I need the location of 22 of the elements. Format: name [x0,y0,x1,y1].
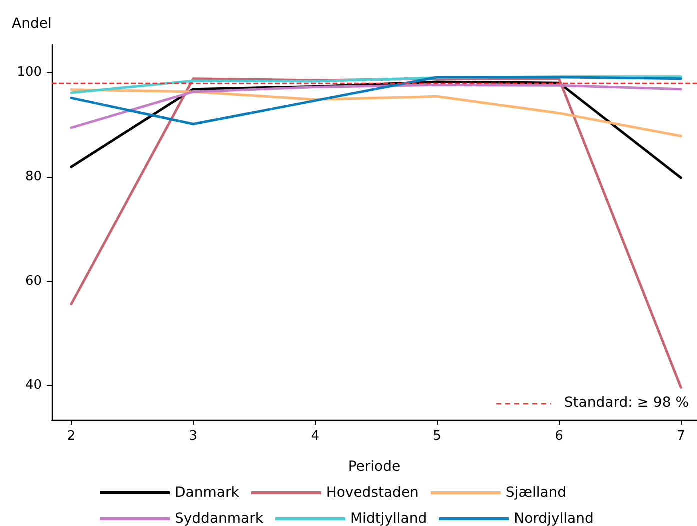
x-tick-label: 2 [67,429,76,444]
y-axis-title: Andel [12,16,52,32]
legend-label: Syddanmark [175,511,264,526]
y-tick-label: 100 [17,65,42,80]
x-tick-label: 5 [433,429,442,444]
line-series [70,76,682,126]
legend-label: Midtjylland [350,511,428,526]
line-series [70,88,682,138]
y-tick-label: 40 [25,378,42,394]
legend-label: Nordjylland [514,511,594,526]
x-tick-label: 4 [311,429,320,444]
x-axis-title: Periode [348,459,401,475]
x-tick-label: 3 [189,429,198,444]
x-tick-label: 6 [555,429,564,444]
legend-label: Hovedstaden [326,485,419,501]
y-tick-label: 80 [25,169,42,184]
y-tick-label: 60 [25,274,42,289]
line-series [70,84,682,130]
x-tick-label: 7 [677,429,686,444]
legend-label: Danmark [175,485,240,501]
legend-label: Sjælland [506,485,567,501]
legend-label: Standard: ≥ 98 % [564,395,690,411]
